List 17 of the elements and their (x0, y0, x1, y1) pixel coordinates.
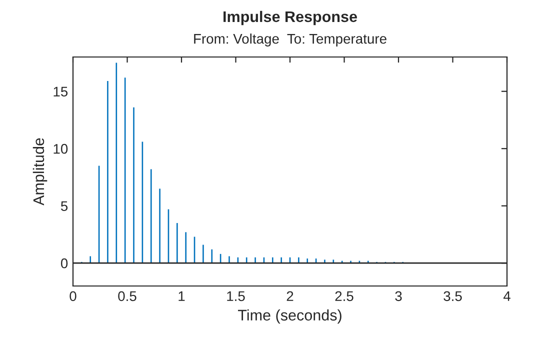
x-tick-label: 3.5 (444, 291, 462, 302)
chart-subtitle: From: Voltage To: Temperature (194, 34, 386, 46)
x-tick-label: 4 (503, 291, 510, 301)
x-tick-label: 0 (70, 291, 76, 302)
y-tick-label: 10 (54, 144, 68, 154)
x-tick-label: 2.5 (335, 291, 354, 302)
x-tick-label: 3 (395, 291, 402, 302)
y-tick-label: 15 (54, 86, 68, 97)
y-axis-title: Amplitude (32, 138, 48, 206)
x-tick-label: 1.5 (227, 291, 245, 302)
x-tick-label: 2 (286, 291, 294, 301)
y-tick-label: 0 (60, 258, 68, 268)
x-tick-label: 0.5 (118, 291, 136, 302)
x-tick-label: 1 (178, 291, 185, 301)
chart-title: Impulse Response (224, 10, 357, 26)
y-tick-label: 5 (60, 201, 68, 212)
x-axis-title: Time (seconds) (238, 309, 342, 324)
